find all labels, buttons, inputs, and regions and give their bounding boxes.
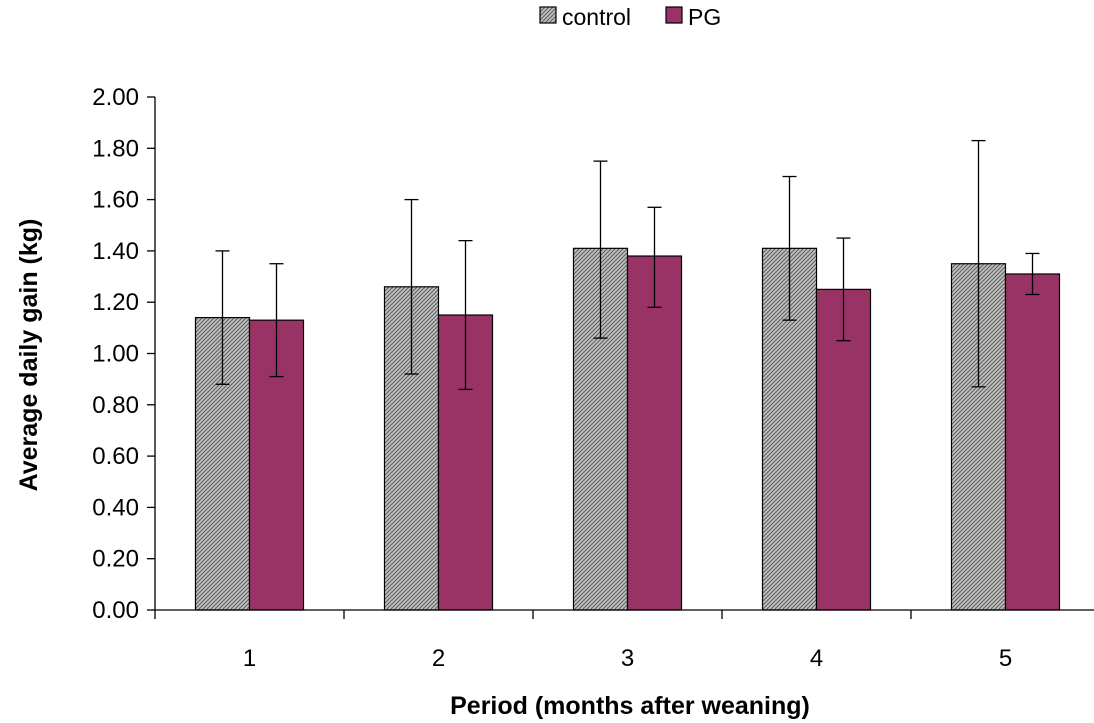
y-tick-label: 1.40 <box>92 238 139 265</box>
error-bars <box>215 139 1040 391</box>
legend: control PG <box>539 4 721 30</box>
error-bar-pg-3 <box>647 206 662 308</box>
y-tick-label: 0.00 <box>92 597 139 624</box>
y-tick-label: 2.00 <box>92 84 139 111</box>
y-tick-label: 1.80 <box>92 135 139 162</box>
error-bar-control-3 <box>593 160 608 339</box>
x-tick-label: 5 <box>999 645 1012 672</box>
error-bar-control-2 <box>404 198 419 375</box>
legend-item-pg: PG <box>665 4 721 30</box>
y-tick-label: 0.20 <box>92 546 139 573</box>
y-tick-label: 1.00 <box>92 341 139 368</box>
y-tick-label: 1.20 <box>92 289 139 316</box>
legend-item-control: control <box>539 4 631 30</box>
bar-pg-5 <box>1004 273 1061 611</box>
y-tick-label: 0.60 <box>92 443 139 470</box>
legend-label-control: control <box>562 4 631 30</box>
y-tick-label: 0.80 <box>92 392 139 419</box>
error-bar-control-1 <box>215 250 230 385</box>
legend-swatch-control <box>539 6 557 24</box>
legend-swatch-pg <box>665 6 683 24</box>
x-tick-label: 1 <box>243 645 256 672</box>
error-bar-pg-4 <box>836 237 851 342</box>
y-axis-ticks: 0.00 0.20 0.40 0.60 0.80 1.00 1.20 1.40 1.60 1.80… <box>92 84 155 624</box>
error-bar-control-4 <box>782 175 797 321</box>
error-bar-pg-5 <box>1025 252 1040 296</box>
y-tick-label: 0.40 <box>92 494 139 521</box>
bar-pg-3 <box>626 255 683 611</box>
legend-label-pg: PG <box>688 4 721 30</box>
y-tick-label: 1.60 <box>92 187 139 214</box>
x-tick-label: 3 <box>621 645 634 672</box>
x-tick-label: 4 <box>810 645 823 672</box>
y-axis-title: Average daily gain (kg) <box>15 219 43 492</box>
error-bar-pg-2 <box>458 239 473 391</box>
x-tick-label: 2 <box>432 645 445 672</box>
error-bar-control-5 <box>971 139 986 388</box>
x-axis-ticks: 1 2 3 4 5 <box>154 610 1012 672</box>
bars <box>194 247 1061 611</box>
error-bar-pg-1 <box>269 263 284 378</box>
x-axis-title: Period (months after weaning) <box>450 692 810 720</box>
